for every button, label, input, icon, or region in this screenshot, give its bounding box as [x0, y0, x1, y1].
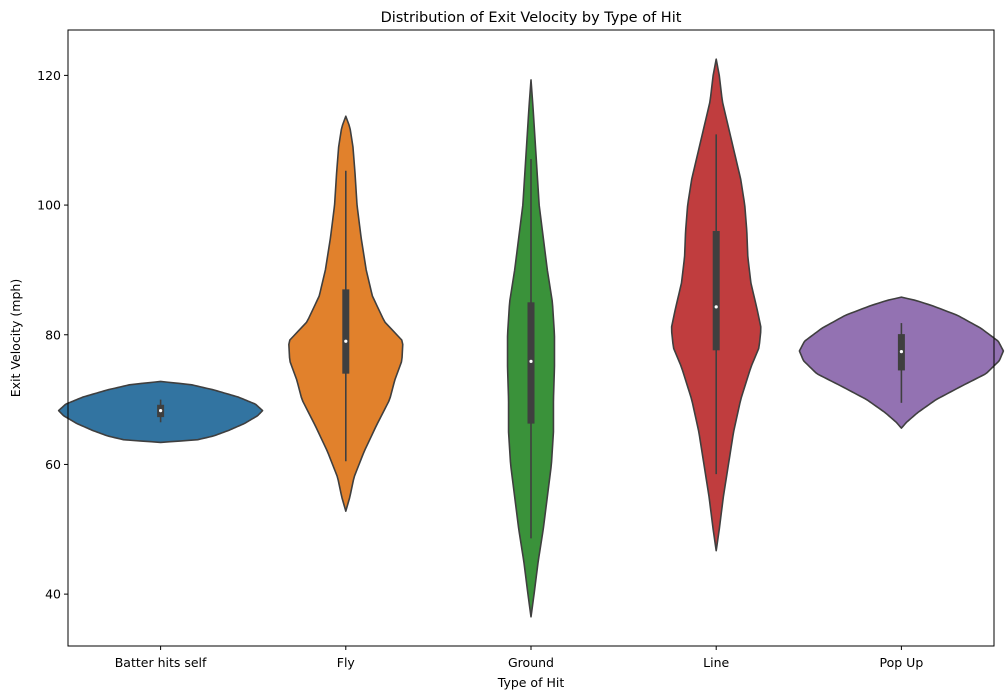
violin-1: [57, 380, 264, 444]
x-axis: Batter hits self Fly Ground Line Pop Up: [115, 646, 924, 670]
x-tick-label: Fly: [337, 655, 356, 670]
y-axis-label: Exit Velocity (mph): [8, 279, 23, 397]
x-tick-label: Pop Up: [880, 655, 924, 670]
y-axis: 40 60 80 100 120: [37, 68, 68, 602]
x-tick-label: Batter hits self: [115, 655, 207, 670]
x-tick-label: Ground: [508, 655, 554, 670]
violin-3: [506, 79, 556, 618]
violin-iqr-box: [342, 289, 350, 374]
violin-4: [670, 58, 762, 552]
y-tick-label: 80: [45, 327, 61, 342]
violin-median-point: [529, 359, 533, 363]
violin-median-point: [159, 409, 163, 413]
violin-2: [288, 115, 404, 512]
y-tick-label: 100: [37, 198, 61, 213]
x-axis-label: Type of Hit: [497, 675, 565, 690]
y-tick-label: 120: [37, 68, 61, 83]
y-tick-label: 60: [45, 457, 61, 472]
x-tick-label: Line: [703, 655, 729, 670]
violin-median-point: [714, 305, 718, 309]
violin-iqr-box: [527, 302, 535, 424]
violin-iqr-box: [712, 231, 720, 351]
violin-5: [798, 296, 1005, 429]
y-tick-label: 40: [45, 587, 61, 602]
violins-layer: [57, 58, 1005, 618]
violin-median-point: [344, 339, 348, 343]
violin-median-point: [899, 350, 904, 354]
chart-title: Distribution of Exit Velocity by Type of…: [381, 10, 682, 26]
